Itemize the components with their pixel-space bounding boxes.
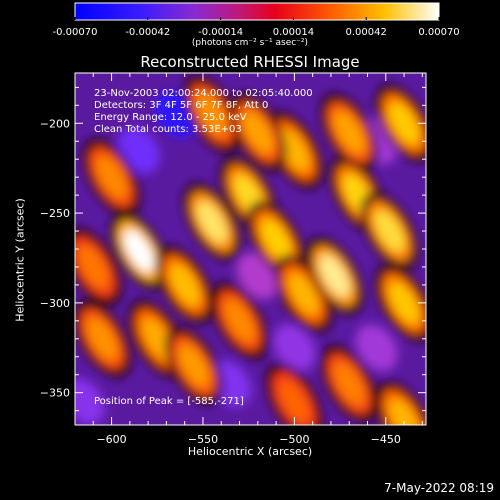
y-tick-label: −250: [40, 207, 70, 220]
source-core: [87, 317, 118, 360]
x-tick-label: −500: [279, 433, 309, 446]
x-tick-label: −600: [96, 433, 126, 446]
source-core: [389, 281, 420, 324]
source-core: [389, 398, 420, 425]
peak-position-label: Position of Peak = [-585,-271]: [94, 396, 244, 407]
colorbar: [75, 3, 439, 20]
colorbar-tick-label: -0.00070: [53, 27, 98, 38]
colorbar-ticks: -0.00070 -0.00042 -0.00014 0.00014 0.00042 0.…: [53, 17, 460, 38]
y-tick-label: −300: [40, 297, 70, 310]
negative-region: [118, 127, 160, 174]
annotation-energy-range: Energy Range: 12.0 - 25.0 keV: [94, 112, 247, 123]
source-core: [169, 263, 200, 306]
negative-region: [75, 378, 105, 425]
colorbar-tick-label: 0.00070: [418, 27, 459, 38]
source-core: [279, 380, 310, 423]
negative-region: [355, 324, 398, 371]
source-core: [78, 246, 109, 288]
negative-region: [273, 324, 316, 371]
colorbar-tick-label: -0.00014: [198, 27, 243, 38]
annotation-detectors: Detectors: 3F 4F 5F 6F 7F 8F, Att 0: [94, 100, 269, 111]
y-tick-label: −200: [40, 117, 70, 130]
source-core: [334, 362, 365, 405]
source-core: [288, 272, 319, 315]
source-core: [374, 210, 405, 252]
x-tick-label: −550: [188, 433, 218, 446]
source-core: [142, 317, 173, 360]
y-axis-label: Heliocentric Y (arcsec): [13, 198, 27, 322]
chart-title: Reconstructed RHESSI Image: [140, 53, 360, 71]
annotation-time-range: 23-Nov-2003 02:00:24.000 to 02:05:40.000: [94, 88, 313, 99]
source-core: [261, 219, 292, 261]
source-core: [224, 299, 255, 342]
source-core: [96, 156, 127, 199]
colorbar-tick-label: 0.00014: [273, 27, 314, 38]
colorbar-tick-label: 0.00042: [346, 27, 387, 38]
y-tick-label: −350: [40, 387, 70, 400]
annotation-clean-counts: Clean Total counts: 3.53E+03: [94, 124, 242, 135]
x-tick-label: −450: [371, 433, 401, 446]
source-core: [389, 102, 420, 145]
source-core: [178, 344, 209, 387]
source-core: [197, 201, 228, 244]
source-core: [319, 254, 350, 297]
axis-ticks: −600 −550 −500 −450 −350 −300 −250 −200: [40, 73, 426, 446]
source-core: [123, 229, 155, 272]
colorbar-units: (photons cm⁻² s⁻¹ asec⁻²): [191, 38, 309, 48]
colorbar-tick-label: -0.00042: [125, 27, 170, 38]
x-axis-label: Heliocentric X (arcsec): [187, 445, 313, 458]
plot-timestamp: 7-May-2022 08:19: [384, 481, 494, 495]
source-core: [334, 111, 365, 154]
source-core: [242, 111, 273, 154]
heatmap-area: [75, 73, 426, 425]
source-core: [197, 93, 228, 136]
source-core: [279, 129, 310, 172]
